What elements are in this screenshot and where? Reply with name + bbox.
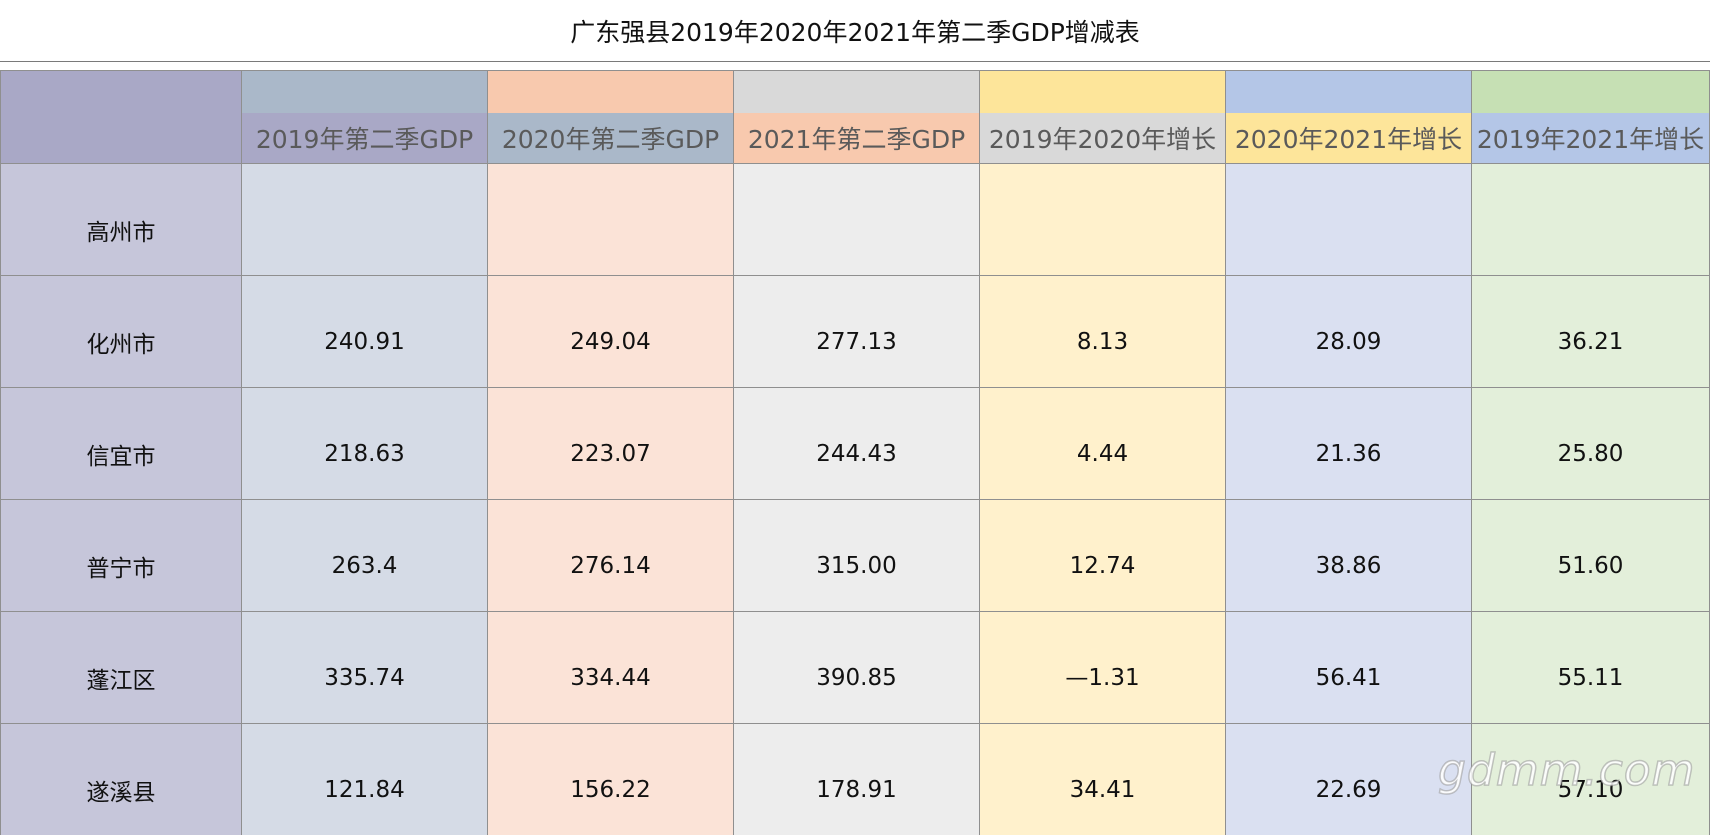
- table-cell: [734, 164, 980, 276]
- table-cell: [980, 164, 1226, 276]
- column-header-label: 2019年第二季GDP: [255, 125, 474, 154]
- table-cell: —1.31: [980, 612, 1226, 724]
- table-cell: 21.36: [1226, 388, 1472, 500]
- column-header-band: [1226, 71, 1471, 113]
- row-name: 信宜市: [0, 388, 242, 500]
- gdp-table: 2019年第二季GDP 2020年第二季GDP 2021年第二季GDP 2019年20…: [0, 70, 1710, 835]
- table-cell: 263.4: [242, 500, 488, 612]
- table-cell: 4.44: [980, 388, 1226, 500]
- table-cell: 12.74: [980, 500, 1226, 612]
- table-cell: 223.07: [488, 388, 734, 500]
- table-cell: 34.41: [980, 724, 1226, 835]
- column-header-label: 2019年2021年增长: [1476, 125, 1705, 154]
- table-cell: [1226, 164, 1472, 276]
- table-cell: 38.86: [1226, 500, 1472, 612]
- table-cell: 277.13: [734, 276, 980, 388]
- table-cell: 390.85: [734, 612, 980, 724]
- table-cell: 240.91: [242, 276, 488, 388]
- header-corner: [0, 70, 242, 164]
- table-cell: 51.60: [1472, 500, 1710, 612]
- row-name: 遂溪县: [0, 724, 242, 835]
- table-cell: 178.91: [734, 724, 980, 835]
- table-cell: 315.00: [734, 500, 980, 612]
- column-header-label: 2019年2020年增长: [988, 125, 1217, 154]
- column-header-5: 2020年2021年增长: [1226, 70, 1472, 164]
- table-cell: 25.80: [1472, 388, 1710, 500]
- column-header-band: [734, 71, 979, 113]
- column-header-band: [1472, 71, 1709, 113]
- column-header-label: 2021年第二季GDP: [747, 125, 966, 154]
- row-name: 蓬江区: [0, 612, 242, 724]
- table-cell: 36.21: [1472, 276, 1710, 388]
- table-cell: 57.10: [1472, 724, 1710, 835]
- table-cell: 28.09: [1226, 276, 1472, 388]
- page-title: 广东强县2019年2020年2021年第二季GDP增减表: [0, 0, 1710, 62]
- table-cell: 276.14: [488, 500, 734, 612]
- row-name: 高州市: [0, 164, 242, 276]
- table-cell: 244.43: [734, 388, 980, 500]
- column-header-label: 2020年第二季GDP: [501, 125, 720, 154]
- table-cell: 55.11: [1472, 612, 1710, 724]
- column-header-4: 2019年2020年增长: [980, 70, 1226, 164]
- row-name: 普宁市: [0, 500, 242, 612]
- table-cell: 56.41: [1226, 612, 1472, 724]
- table-cell: 121.84: [242, 724, 488, 835]
- table-cell: [488, 164, 734, 276]
- column-header-3: 2021年第二季GDP: [734, 70, 980, 164]
- table-cell: 22.69: [1226, 724, 1472, 835]
- table-cell: 218.63: [242, 388, 488, 500]
- column-header-label: 2020年2021年增长: [1234, 125, 1463, 154]
- table-cell: 156.22: [488, 724, 734, 835]
- column-header-band: [242, 71, 487, 113]
- column-header-2: 2020年第二季GDP: [488, 70, 734, 164]
- row-name: 化州市: [0, 276, 242, 388]
- table-cell: 335.74: [242, 612, 488, 724]
- table-cell: [242, 164, 488, 276]
- column-header-1: 2019年第二季GDP: [242, 70, 488, 164]
- column-header-band: [488, 71, 733, 113]
- column-header-band: [980, 71, 1225, 113]
- table-cell: 249.04: [488, 276, 734, 388]
- gdp-table-grid: 2019年第二季GDP 2020年第二季GDP 2021年第二季GDP 2019年20…: [0, 70, 1710, 835]
- table-cell: [1472, 164, 1710, 276]
- column-header-6: 2019年2021年增长: [1472, 70, 1710, 164]
- table-cell: 8.13: [980, 276, 1226, 388]
- table-cell: 334.44: [488, 612, 734, 724]
